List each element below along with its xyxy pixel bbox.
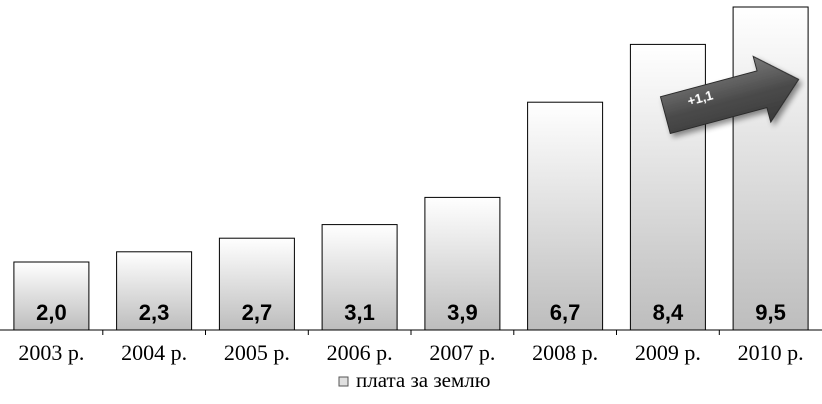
x-tick-label: 2008 р. [532, 340, 598, 365]
growth-arrow-annotation: +1,1 [659, 55, 800, 135]
x-axis-ticks [102, 330, 720, 335]
legend-label: плата за землю [356, 368, 490, 392]
x-tick-label: 2003 р. [18, 340, 84, 365]
x-tick-label: 2005 р. [224, 340, 290, 365]
bar-value-label: 2,3 [139, 300, 170, 325]
bar [218, 237, 295, 331]
bar-value-label: 2,0 [36, 300, 67, 325]
x-tick-label: 2006 р. [327, 340, 393, 365]
bar [527, 101, 604, 331]
bars-layer [13, 6, 809, 331]
bar-value-label: 3,1 [344, 300, 375, 325]
bar [321, 224, 398, 331]
bar-value-label: 3,9 [447, 300, 478, 325]
x-tick-label: 2004 р. [121, 340, 187, 365]
bar [424, 196, 501, 331]
bar [13, 261, 90, 331]
x-axis-tick-labels: 2003 р. 2004 р. 2005 р. 2006 р. 2007 р. 2008 … [18, 340, 803, 365]
growth-arrow-icon [659, 55, 800, 135]
legend: плата за землю [338, 368, 490, 392]
bar [116, 251, 193, 331]
arrow-annotation-label: +1,1 [686, 87, 715, 108]
x-tick-label: 2007 р. [429, 340, 495, 365]
legend-swatch [338, 376, 349, 387]
x-tick-label: 2010 р. [738, 340, 804, 365]
value-labels-layer: 2,0 2,3 2,7 3,1 3,9 6,7 8,4 9,5 [36, 300, 786, 325]
bar-value-label: 6,7 [550, 300, 581, 325]
bar-value-label: 2,7 [242, 300, 273, 325]
bar-value-label: 9,5 [755, 300, 786, 325]
bar [732, 6, 809, 331]
bar-value-label: 8,4 [653, 300, 684, 325]
x-tick-label: 2009 р. [635, 340, 701, 365]
